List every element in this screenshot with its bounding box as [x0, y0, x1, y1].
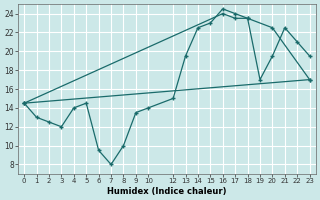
X-axis label: Humidex (Indice chaleur): Humidex (Indice chaleur): [107, 187, 227, 196]
